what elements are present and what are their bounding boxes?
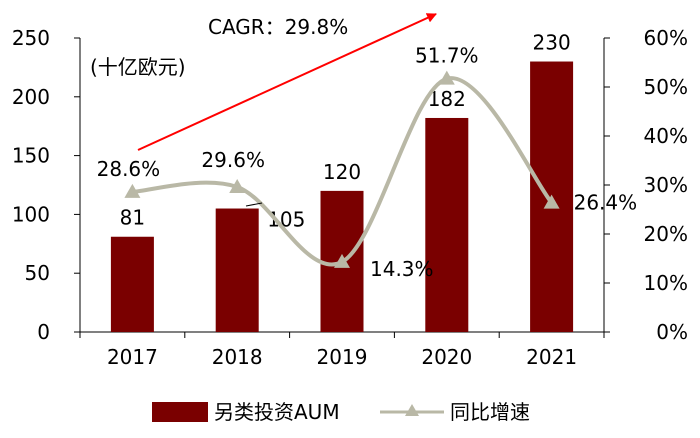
left-tick-label: 100 <box>12 202 50 226</box>
growth-value-label: 28.6% <box>97 157 161 181</box>
right-tick-label: 30% <box>644 173 688 197</box>
legend-triangle-marker <box>405 404 419 416</box>
right-axis: 0% 10% 20% 30% 40% 50% 60% <box>604 26 688 344</box>
growth-value-label: 14.3% <box>370 257 434 281</box>
legend: 另类投资AUM 同比增速 <box>152 400 530 424</box>
cagr-annotation: CAGR：29.8% <box>208 15 348 39</box>
right-tick-label: 20% <box>644 222 688 246</box>
bar-series <box>110 61 574 333</box>
growth-marker-2017 <box>124 183 141 198</box>
left-tick-label: 200 <box>12 85 50 109</box>
right-tick-label: 0% <box>656 320 688 344</box>
line-labels: 28.6% 29.6% 14.3% 51.7% 26.4% <box>97 44 638 281</box>
legend-line-label: 同比增速 <box>450 400 530 424</box>
growth-value-label: 29.6% <box>201 148 265 172</box>
legend-bar-label: 另类投资AUM <box>214 400 340 424</box>
bar-2018 <box>215 208 259 332</box>
growth-marker-2018 <box>229 178 246 193</box>
left-tick-label: 250 <box>12 26 50 50</box>
left-axis: 0 50 100 150 200 250 <box>12 26 80 344</box>
growth-value-label: 51.7% <box>415 44 479 68</box>
x-tick-label: 2018 <box>212 345 263 369</box>
bar-2017 <box>110 236 154 332</box>
label-leader-line <box>245 202 263 207</box>
x-tick-label: 2019 <box>317 345 368 369</box>
unit-label: (十亿欧元) <box>90 55 186 79</box>
growth-marker-2020 <box>438 70 455 85</box>
left-tick-label: 150 <box>12 144 50 168</box>
right-tick-label: 60% <box>644 26 688 50</box>
x-tick-label: 2020 <box>421 345 472 369</box>
growth-marker-2019 <box>334 253 350 268</box>
right-tick-label: 10% <box>644 271 688 295</box>
x-tick-label: 2017 <box>107 345 158 369</box>
x-tick-label: 2021 <box>526 345 577 369</box>
x-axis: 2017 2018 2019 2020 2021 <box>79 332 605 369</box>
growth-line <box>132 76 554 267</box>
right-tick-label: 50% <box>644 75 688 99</box>
legend-bar-swatch <box>152 402 208 422</box>
line-series <box>124 70 560 268</box>
bar-value-label: 120 <box>323 160 361 184</box>
right-tick-label: 40% <box>644 124 688 148</box>
growth-marker-2021 <box>543 194 560 209</box>
bar-value-label: 230 <box>533 31 571 55</box>
bar-2020 <box>425 117 469 332</box>
bar-value-label: 81 <box>120 206 145 230</box>
growth-value-label: 26.4% <box>574 191 638 215</box>
left-tick-label: 50 <box>25 261 50 285</box>
cagr-arrow <box>137 13 437 151</box>
left-tick-label: 0 <box>37 320 50 344</box>
